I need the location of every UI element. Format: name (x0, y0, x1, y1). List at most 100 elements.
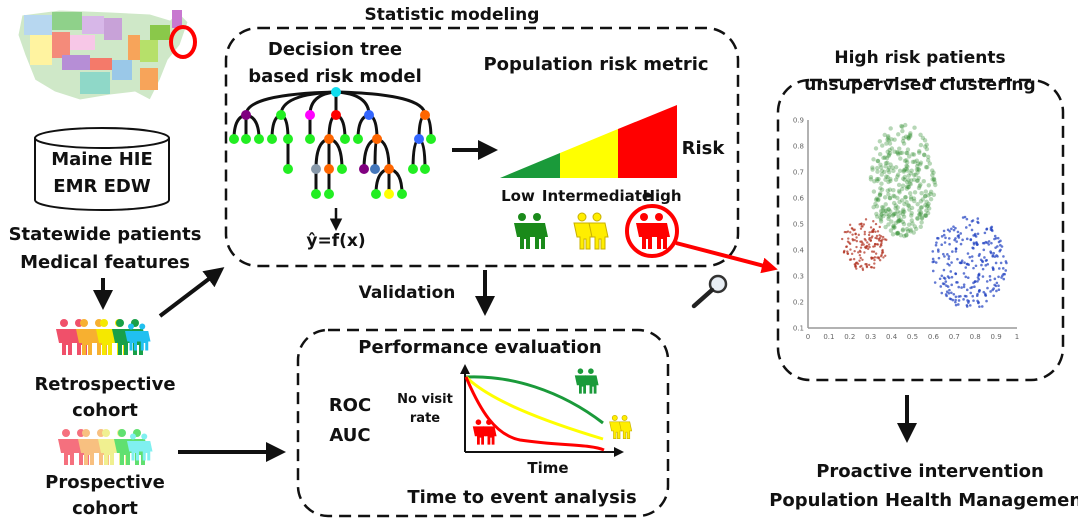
scatter-point (870, 256, 873, 260)
tree-node (311, 189, 321, 199)
scatter-point (931, 177, 937, 182)
scatter-point (915, 215, 920, 221)
scatter-point (860, 243, 863, 247)
scatter-point (905, 168, 910, 173)
scatter-point (999, 248, 1002, 252)
scatter-point (866, 247, 870, 251)
scatter-point (999, 261, 1003, 265)
scatter-point (881, 251, 885, 254)
scatter-point (920, 135, 926, 141)
maine-marker (169, 25, 197, 59)
scatter-point (899, 150, 905, 155)
cluster-scatter-plot: 0 0.1 0.2 0.3 0.4 0.5 0.6 0.7 0.8 0.9 10.10.20.30.… (793, 117, 1019, 342)
scatter-point (950, 261, 953, 264)
scatter-point (940, 291, 944, 295)
scatter-point (939, 285, 943, 288)
x-axis-label: Time (527, 459, 568, 477)
scatter-point (871, 157, 876, 162)
scatter-point (840, 237, 844, 241)
scatter-point (882, 132, 887, 138)
scatter-point (887, 196, 893, 201)
scatter-point (1002, 277, 1006, 281)
tree-node (254, 134, 264, 144)
scatter-point (896, 152, 901, 157)
scatter-point (854, 261, 858, 265)
scatter-point (867, 243, 871, 246)
scatter-point (973, 285, 976, 288)
scatter-point (912, 190, 918, 195)
tree-node (331, 110, 341, 120)
scatter-point (968, 255, 972, 259)
scatter-point (931, 257, 935, 261)
scatter-point (897, 190, 902, 195)
x-tick-label: 0.5 (907, 333, 918, 341)
scatter-point (879, 187, 885, 192)
y-tick-label: 0.4 (793, 247, 805, 255)
scatter-point (926, 201, 931, 207)
y-axis-label-2: rate (410, 411, 440, 426)
scatter-point (911, 152, 917, 157)
scatter-point (867, 233, 871, 237)
scatter-point (908, 227, 913, 232)
scatter-point (887, 150, 893, 156)
scatter-point (843, 230, 847, 234)
scatter-point (992, 268, 995, 271)
scatter-point (871, 230, 875, 233)
scatter-point (878, 162, 883, 167)
scatter-point (907, 132, 913, 138)
scatter-point (873, 262, 876, 265)
scatter-point (891, 212, 896, 217)
scatter-point (960, 259, 964, 263)
scatter-point (899, 123, 904, 129)
scatter-point (849, 248, 852, 251)
scatter-point (966, 276, 970, 280)
scatter-point (873, 201, 878, 207)
scatter-point (923, 193, 928, 199)
scatter-point (962, 283, 966, 286)
scatter-point (875, 158, 880, 164)
scatter-point (897, 146, 902, 151)
scatter-point (983, 256, 986, 259)
scatter-point (910, 159, 916, 165)
scatter-point (926, 206, 932, 211)
tree-node (283, 164, 293, 174)
scatter-point (997, 288, 1001, 292)
scatter-point (977, 290, 981, 293)
scatter-point (906, 136, 911, 141)
scatter-point (886, 153, 891, 159)
scatter-point (880, 208, 885, 214)
scatter-point (1001, 267, 1005, 270)
scatter-point (951, 250, 954, 253)
scatter-point (846, 252, 850, 256)
magnifier-icon (691, 274, 728, 309)
x-tick-label: 0.1 (823, 333, 834, 341)
scatter-point (954, 295, 958, 299)
scatter-point (908, 171, 913, 176)
scatter-point (988, 275, 992, 278)
scatter-point (886, 179, 891, 185)
scatter-point (895, 150, 901, 156)
scatter-point (960, 286, 963, 289)
scatter-point (933, 281, 937, 284)
scatter-point (900, 212, 906, 217)
x-tick-label: 0.6 (928, 333, 940, 341)
scatter-point (994, 284, 998, 288)
scatter-point (924, 204, 930, 209)
scatter-point (874, 230, 877, 233)
scatter-point (924, 146, 930, 152)
scatter-point (893, 203, 899, 208)
scatter-point (896, 188, 902, 194)
scatter-point (965, 305, 969, 308)
scatter-point (966, 252, 970, 255)
performance-box (296, 328, 670, 518)
tree-node (337, 164, 347, 174)
y-axis-label-1: No visit (397, 392, 453, 407)
scatter-point (881, 213, 886, 219)
scatter-point (971, 294, 975, 298)
arrow-to-clustering (675, 241, 778, 274)
scatter-point (895, 195, 900, 201)
scatter-point (985, 241, 989, 244)
scatter-point (863, 233, 866, 236)
scatter-point (859, 256, 862, 260)
scatter-point (908, 182, 913, 187)
